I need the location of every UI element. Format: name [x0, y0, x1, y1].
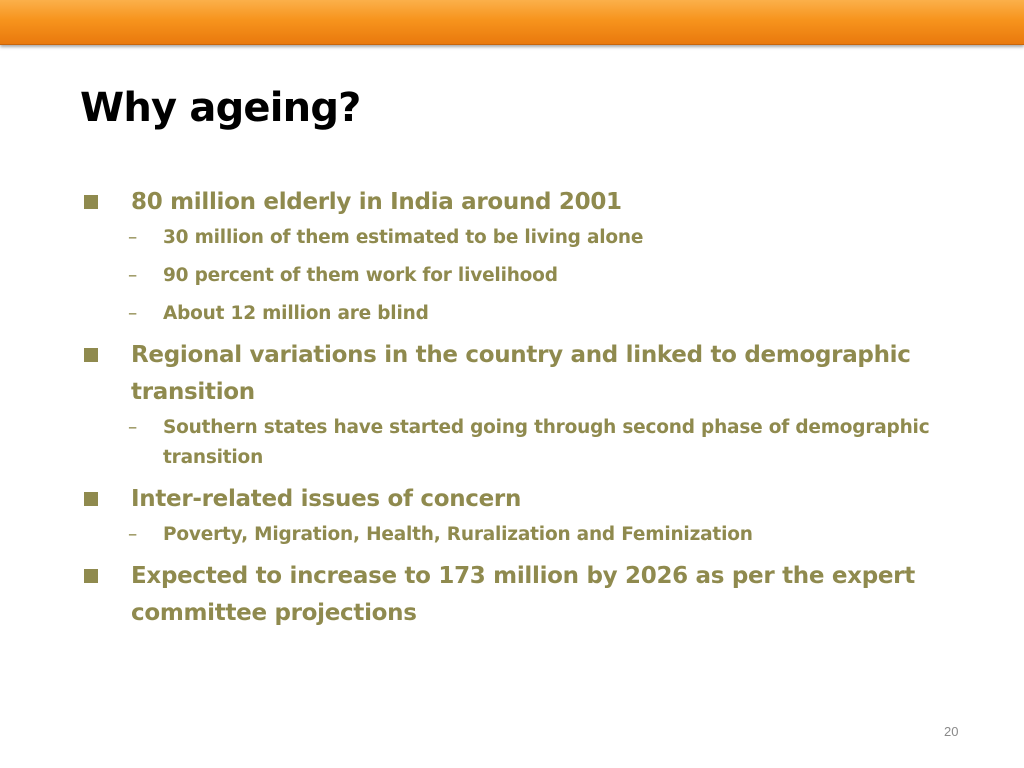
bullet-item-1: 80 million elderly in India around 2001: [84, 184, 944, 221]
bullet-text: Inter-related issues of concern: [131, 486, 522, 512]
top-accent-bar: [0, 0, 1024, 45]
sub-bullet-item: – About 12 million are blind: [84, 299, 944, 329]
page-number: 20: [944, 724, 959, 739]
bullet-text: 80 million elderly in India around 2001: [131, 189, 622, 215]
sub-bullet-text: About 12 million are blind: [163, 303, 429, 324]
sub-bullet-text: 90 percent of them work for livelihood: [163, 265, 558, 286]
sub-bullet-item: – 30 million of them estimated to be liv…: [84, 223, 944, 253]
sub-bullet-item: – Southern states have started going thr…: [84, 413, 944, 473]
square-bullet-icon: [84, 348, 98, 362]
dash-bullet-icon: –: [128, 524, 138, 545]
dash-bullet-icon: –: [128, 303, 138, 324]
slide-title: Why ageing?: [80, 85, 361, 131]
sub-bullet-item: – 90 percent of them work for livelihood: [84, 261, 944, 291]
dash-bullet-icon: –: [128, 265, 138, 286]
square-bullet-icon: [84, 195, 98, 209]
sub-bullet-text: 30 million of them estimated to be livin…: [163, 227, 644, 248]
sub-bullet-text: Poverty, Migration, Health, Ruralization…: [163, 524, 753, 545]
bullet-item-3: Inter-related issues of concern: [84, 481, 944, 518]
sub-bullet-text: Southern states have started going throu…: [163, 417, 930, 468]
dash-bullet-icon: –: [128, 227, 138, 248]
bullet-text: Regional variations in the country and l…: [131, 342, 911, 405]
bullet-text: Expected to increase to 173 million by 2…: [131, 563, 915, 626]
square-bullet-icon: [84, 492, 98, 506]
dash-bullet-icon: –: [128, 417, 138, 438]
bullet-item-4: Expected to increase to 173 million by 2…: [84, 558, 944, 632]
bullet-item-2: Regional variations in the country and l…: [84, 337, 944, 411]
sub-bullet-item: – Poverty, Migration, Health, Ruralizati…: [84, 520, 944, 550]
square-bullet-icon: [84, 569, 98, 583]
bullet-list: 80 million elderly in India around 2001 …: [84, 184, 944, 634]
